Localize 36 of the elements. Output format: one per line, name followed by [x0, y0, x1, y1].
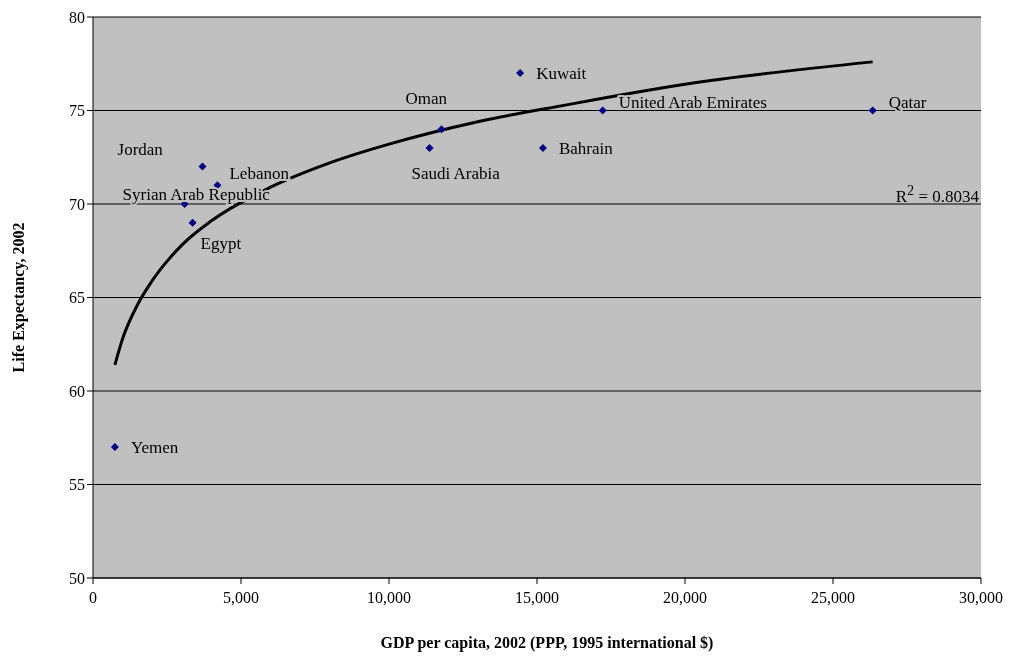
y-axis-title: Life Expectancy, 2002: [9, 222, 28, 373]
annotation: Qatar: [888, 92, 927, 112]
x-tick-label: 30,000: [959, 589, 1003, 607]
y-tick-label: 75: [69, 102, 85, 120]
y-tick-label: 70: [69, 195, 85, 213]
annotation: Saudi Arabia: [411, 163, 501, 183]
annotation: Oman: [405, 89, 448, 109]
annotation: United Arab Emirates: [618, 92, 767, 112]
point: [516, 69, 525, 78]
point: [110, 443, 119, 452]
annotation: Bahrain: [558, 138, 614, 158]
annotation: Jordan: [117, 139, 164, 159]
annotation: Egypt: [200, 233, 242, 253]
y-tick-label: 50: [69, 569, 85, 587]
annotation: Lebanon: [229, 164, 290, 184]
y-tick-label: 65: [69, 289, 85, 307]
point: [425, 143, 434, 152]
x-tick-label: 5,000: [223, 589, 259, 607]
annotation: Yemen: [130, 438, 179, 458]
x-tick-label: 20,000: [663, 589, 707, 607]
y-tick-label: 60: [69, 382, 85, 400]
point: [198, 162, 207, 171]
point: [598, 106, 607, 115]
x-axis-title: GDP per capita, 2002 (PPP, 1995 international $): [379, 634, 715, 652]
x-tick-label: 15,000: [515, 589, 559, 607]
annotation: R$^{2}$ = 0.8034: [895, 181, 979, 207]
x-tick-label: 10,000: [367, 589, 411, 607]
x-tick-label: 25,000: [811, 589, 855, 607]
point: [868, 106, 877, 115]
x-tick-label: 0: [89, 589, 97, 607]
point: [188, 218, 197, 227]
annotation: Kuwait: [536, 64, 587, 84]
y-tick-label: 55: [69, 476, 85, 494]
y-tick-label: 80: [69, 8, 85, 26]
point: [437, 125, 446, 134]
point: [538, 143, 547, 152]
